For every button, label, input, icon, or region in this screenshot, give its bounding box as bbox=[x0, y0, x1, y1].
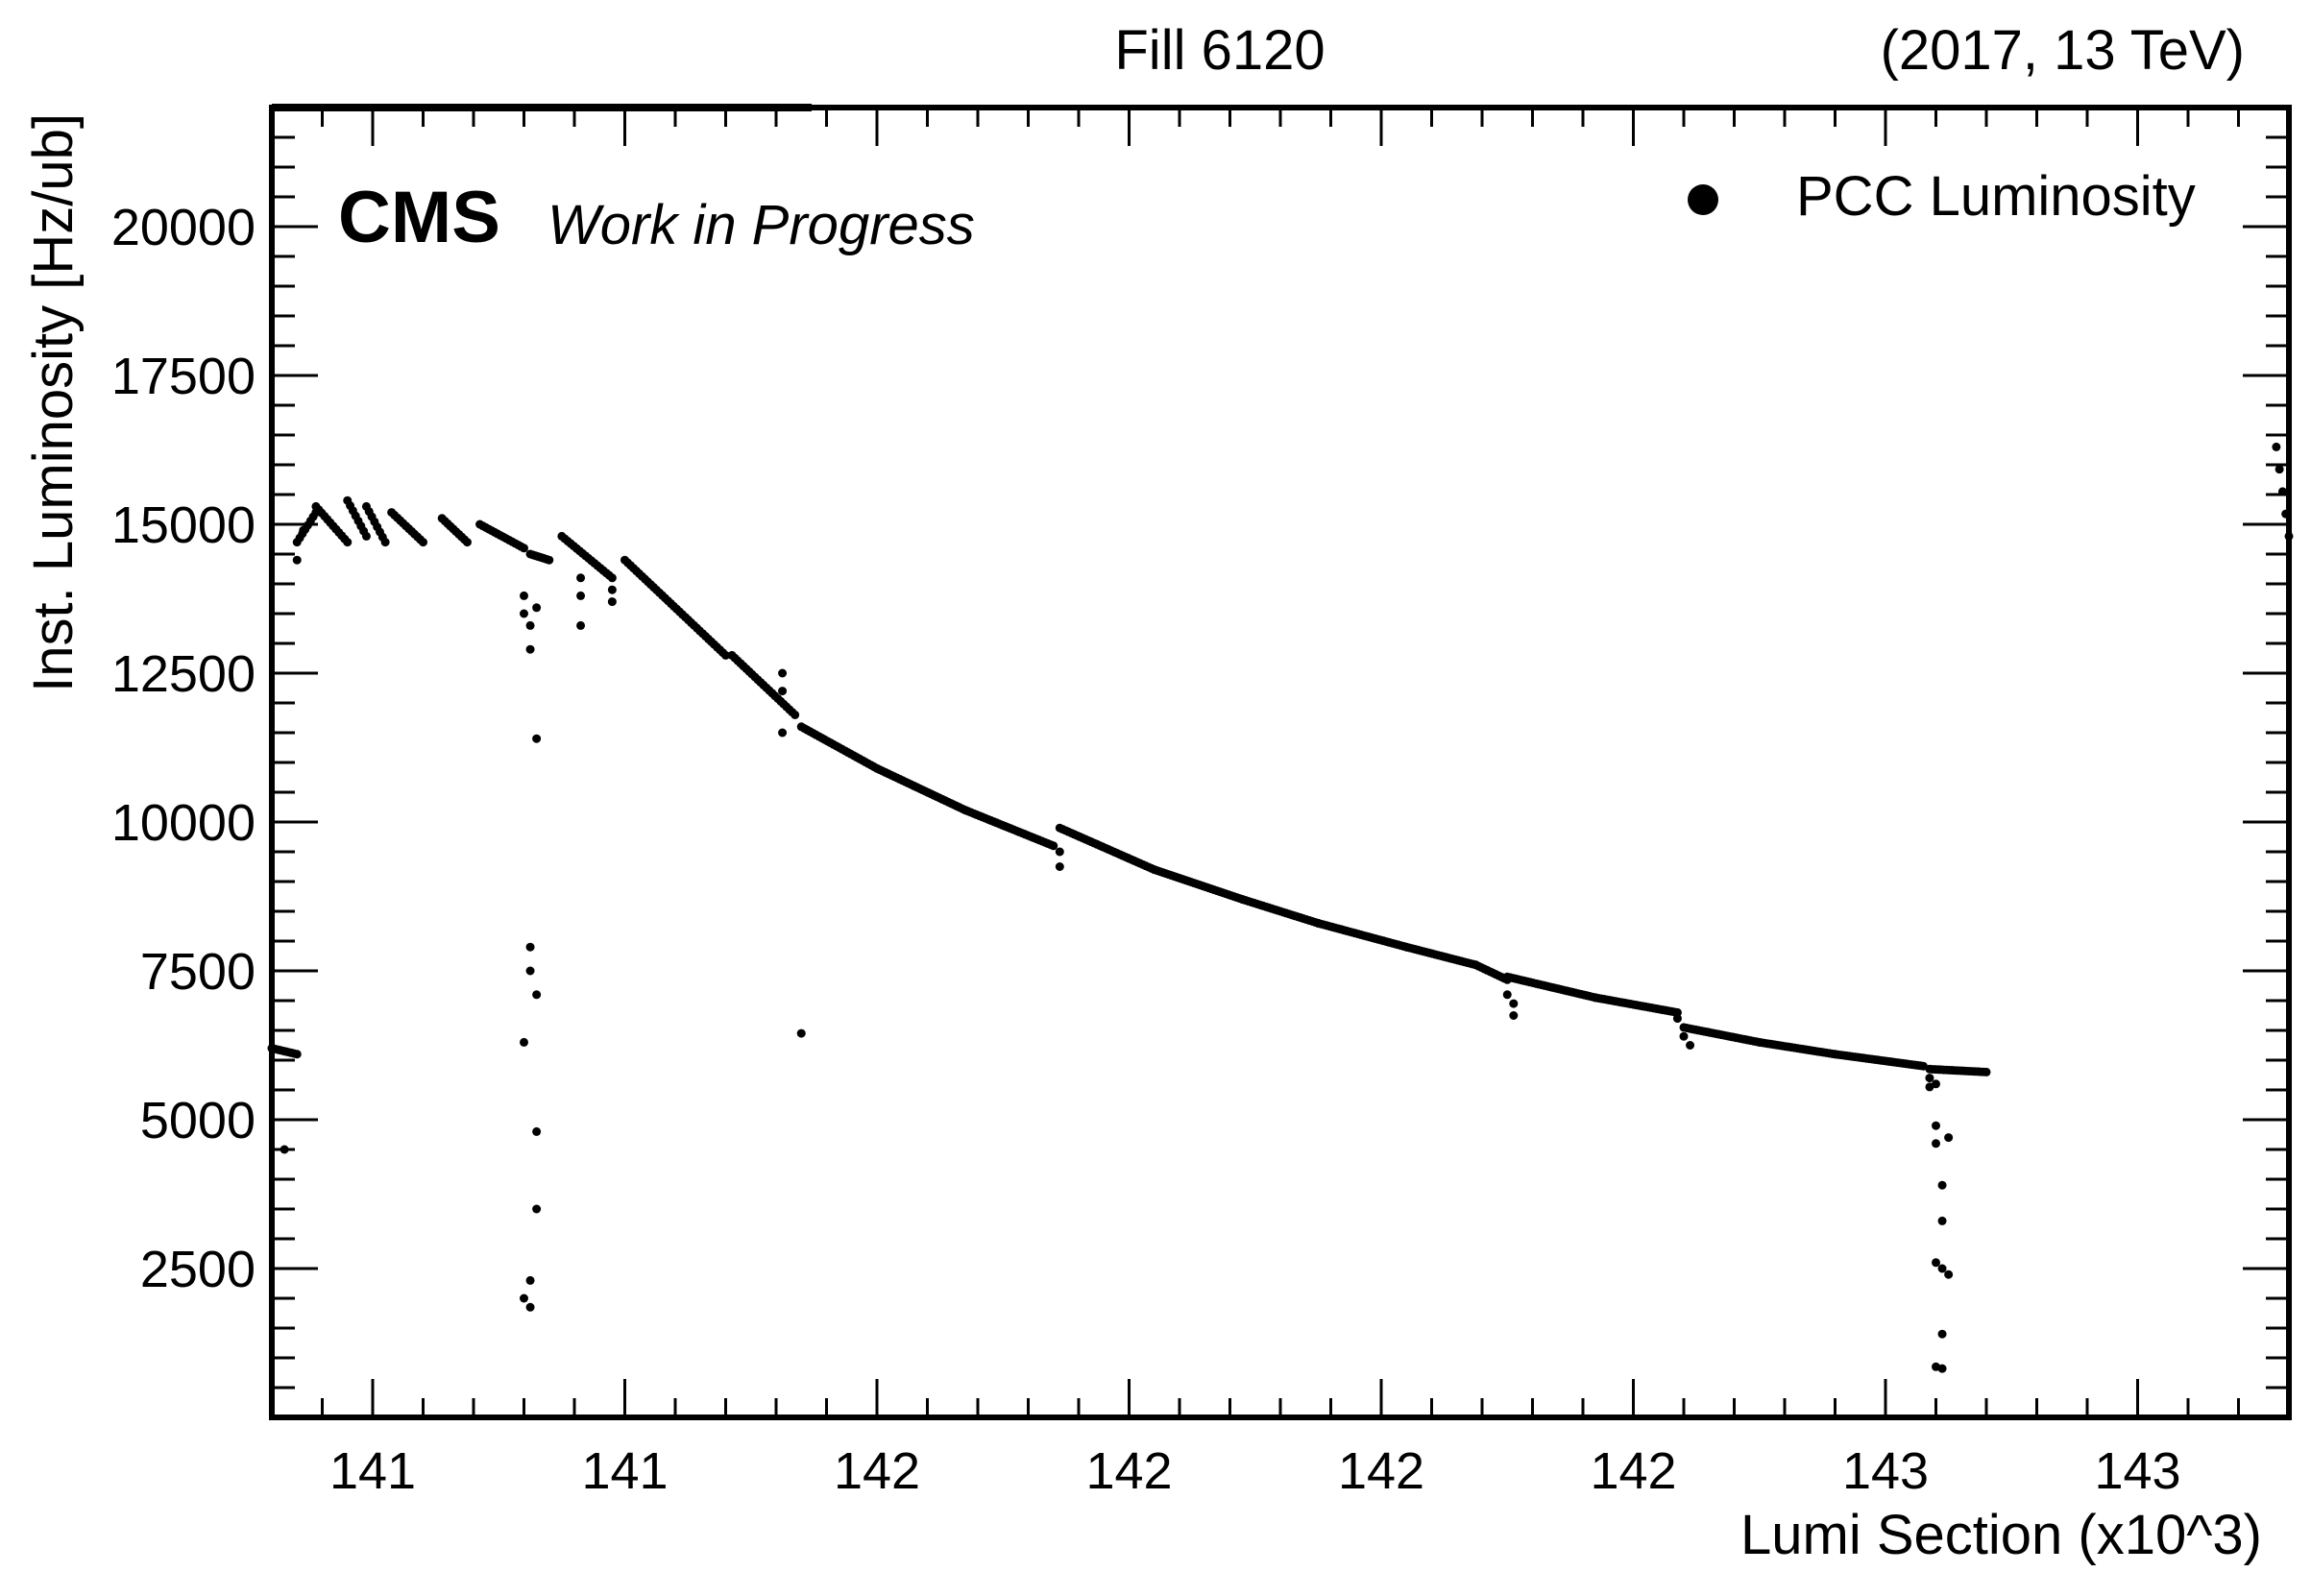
x-tick-label: 143 bbox=[2094, 1442, 2180, 1500]
y-tick-label: 15000 bbox=[111, 496, 255, 554]
data-point bbox=[2272, 442, 2281, 451]
data-point bbox=[1055, 847, 1064, 857]
data-point bbox=[380, 538, 390, 547]
data-point bbox=[525, 942, 535, 952]
y-tick-label: 12500 bbox=[111, 645, 255, 703]
cms-label: CMS bbox=[338, 177, 500, 258]
data-point bbox=[1937, 1180, 1947, 1190]
data-point bbox=[1509, 999, 1519, 1008]
axis-ticks bbox=[272, 106, 2291, 1417]
data-point bbox=[576, 620, 586, 630]
legend-label: PCC Luminosity bbox=[1796, 165, 2196, 228]
data-point bbox=[292, 1050, 302, 1059]
data-point bbox=[1937, 1329, 1947, 1339]
data-point bbox=[721, 650, 730, 660]
data-point bbox=[532, 1204, 542, 1214]
data-point bbox=[532, 603, 542, 613]
y-axis-label: Inst. Luminosity [Hz/ub] bbox=[22, 113, 85, 692]
data-point bbox=[1937, 1216, 1947, 1225]
y-tick-label: 10000 bbox=[111, 794, 255, 852]
y-tick-label: 20000 bbox=[111, 199, 255, 256]
data-point bbox=[1937, 1264, 1947, 1273]
x-tick-label: 141 bbox=[581, 1442, 668, 1500]
data-point bbox=[607, 585, 617, 594]
plot-area bbox=[269, 104, 2292, 1420]
x-tick-label: 142 bbox=[1338, 1442, 1424, 1500]
data-point bbox=[545, 555, 554, 565]
data-point bbox=[520, 1037, 528, 1047]
data-point bbox=[607, 597, 617, 607]
data-point bbox=[796, 1028, 806, 1038]
x-tick-label: 142 bbox=[1085, 1442, 1172, 1500]
data-point bbox=[525, 1302, 535, 1312]
data-point bbox=[361, 531, 371, 541]
data-point bbox=[778, 668, 788, 678]
data-points bbox=[267, 442, 2294, 1373]
data-point bbox=[1982, 1067, 1991, 1076]
data-point bbox=[520, 591, 528, 600]
data-point bbox=[1932, 1139, 1940, 1149]
data-point bbox=[607, 573, 617, 583]
fill-label: Fill 6120 bbox=[1114, 19, 1325, 82]
plot-frame bbox=[269, 105, 2292, 1420]
data-point bbox=[343, 538, 353, 547]
data-point bbox=[299, 525, 308, 535]
x-axis-label: Lumi Section (x10^3) bbox=[1740, 1504, 2262, 1566]
data-point bbox=[1509, 1011, 1519, 1020]
data-point bbox=[520, 544, 528, 553]
data-point bbox=[532, 734, 542, 743]
data-point bbox=[532, 990, 542, 1000]
data-point bbox=[419, 538, 427, 547]
data-point bbox=[1944, 1133, 1954, 1143]
data-point bbox=[1055, 862, 1064, 871]
y-tick-label: 5000 bbox=[140, 1092, 255, 1149]
y-tick-label: 7500 bbox=[140, 943, 255, 1001]
data-point bbox=[1932, 1258, 1940, 1268]
legend: PCC Luminosity bbox=[1688, 165, 2196, 228]
y-tick-label: 2500 bbox=[140, 1241, 255, 1298]
data-point bbox=[1672, 1014, 1682, 1024]
data-point bbox=[791, 710, 800, 719]
data-point bbox=[2275, 465, 2284, 474]
data-point bbox=[525, 644, 535, 654]
data-point bbox=[2281, 509, 2291, 519]
tick-labels: 141 141 142 142 142 142 143 143 2500 5000 7500 1000… bbox=[111, 199, 2181, 1500]
data-point bbox=[1679, 1031, 1689, 1041]
x-tick-label: 142 bbox=[1590, 1442, 1676, 1500]
data-point bbox=[525, 1275, 535, 1285]
data-point bbox=[1932, 1079, 1940, 1089]
data-point bbox=[520, 609, 528, 618]
x-tick-label: 142 bbox=[834, 1442, 920, 1500]
data-point bbox=[292, 555, 302, 565]
data-point bbox=[1932, 1121, 1940, 1130]
data-point bbox=[2277, 487, 2287, 496]
data-point bbox=[462, 538, 472, 547]
x-tick-label: 141 bbox=[329, 1442, 416, 1500]
data-point bbox=[520, 1294, 528, 1303]
data-point bbox=[1944, 1270, 1954, 1279]
data-point bbox=[525, 966, 535, 976]
data-point bbox=[2284, 531, 2294, 541]
data-point bbox=[532, 1126, 542, 1136]
data-point bbox=[1049, 841, 1058, 851]
data-point bbox=[1686, 1041, 1695, 1050]
data-point bbox=[1502, 990, 1512, 1000]
legend-marker bbox=[1688, 184, 1718, 215]
data-point bbox=[525, 620, 535, 630]
data-point bbox=[1925, 1074, 1934, 1083]
data-point bbox=[576, 591, 586, 600]
data-point bbox=[280, 1145, 289, 1154]
data-point bbox=[778, 728, 788, 738]
data-point bbox=[1937, 1364, 1947, 1373]
cms-status-label: Work in Progress bbox=[547, 194, 975, 256]
x-tick-label: 143 bbox=[1842, 1442, 1929, 1500]
y-tick-label: 17500 bbox=[111, 348, 255, 405]
data-point bbox=[1672, 1007, 1682, 1017]
data-point bbox=[576, 573, 586, 583]
run-label: (2017, 13 TeV) bbox=[1881, 19, 2245, 82]
data-point bbox=[778, 687, 788, 696]
